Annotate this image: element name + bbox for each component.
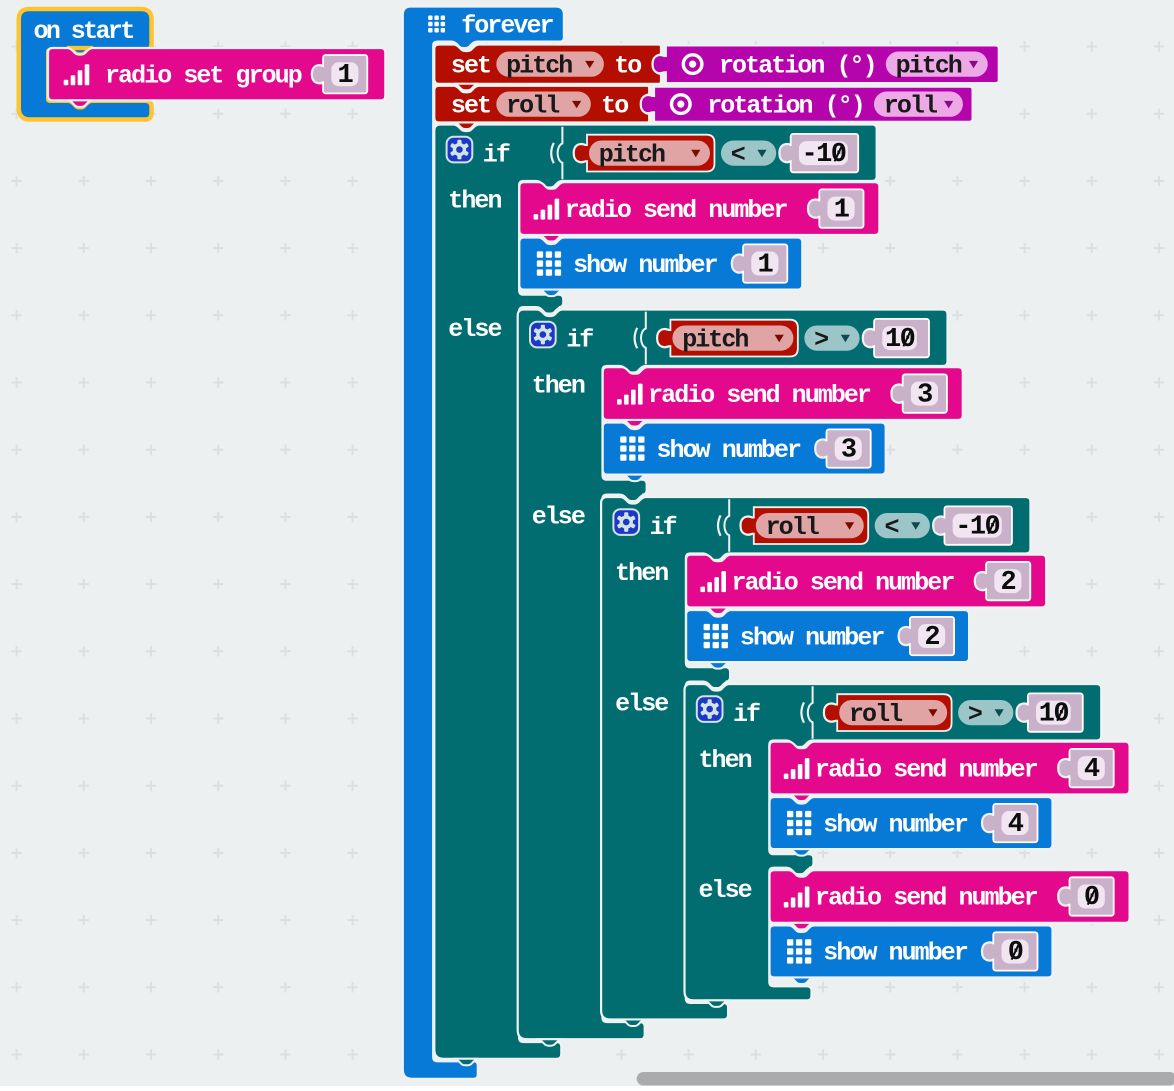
svg-text:else: else <box>532 503 585 532</box>
svg-text:radio send number: radio send number <box>815 755 1038 784</box>
svg-text:roll: roll <box>506 91 559 120</box>
svg-text:then: then <box>532 372 585 401</box>
svg-text:roll: roll <box>884 91 937 120</box>
svg-text:set: set <box>451 91 490 120</box>
svg-text:roll: roll <box>766 513 819 542</box>
svg-text:>: > <box>814 325 828 354</box>
svg-text:show number: show number <box>657 436 802 465</box>
svg-text:pitch: pitch <box>896 51 962 80</box>
svg-text:0: 0 <box>1084 883 1099 913</box>
svg-text:radio send number: radio send number <box>565 196 788 225</box>
svg-text:pitch: pitch <box>599 140 665 169</box>
svg-text:10: 10 <box>1039 699 1069 729</box>
svg-text:to: to <box>601 91 628 120</box>
svg-text:-10: -10 <box>955 512 999 542</box>
svg-text:4: 4 <box>1008 810 1024 840</box>
svg-text:show number: show number <box>573 251 718 280</box>
svg-text:else: else <box>699 876 752 905</box>
svg-text:to: to <box>614 51 641 80</box>
svg-text:1: 1 <box>834 195 850 225</box>
svg-text:if: if <box>483 140 510 169</box>
svg-text:rotation (°): rotation (°) <box>707 91 864 120</box>
svg-text:4: 4 <box>1084 755 1100 785</box>
svg-text:radio send number: radio send number <box>648 381 871 410</box>
svg-text:10: 10 <box>885 325 915 355</box>
svg-text:<: < <box>885 513 899 542</box>
svg-text:then: then <box>448 187 501 216</box>
svg-text:1: 1 <box>758 250 774 280</box>
svg-text:else: else <box>448 315 501 344</box>
svg-text:if: if <box>733 700 760 729</box>
svg-text:then: then <box>699 746 752 775</box>
svg-text:if: if <box>650 513 677 542</box>
svg-text:-10: -10 <box>801 140 845 170</box>
svg-text:0: 0 <box>1008 938 1023 968</box>
svg-text:if: if <box>566 325 593 354</box>
svg-text:pitch: pitch <box>682 325 748 354</box>
svg-text:roll: roll <box>849 700 902 729</box>
svg-text:else: else <box>615 690 668 719</box>
svg-text:then: then <box>615 559 668 588</box>
svg-text:radio send number: radio send number <box>732 568 955 597</box>
svg-text:2: 2 <box>1001 568 1016 598</box>
svg-text:>: > <box>968 700 982 729</box>
svg-text:show number: show number <box>823 810 968 839</box>
svg-text:show number: show number <box>823 939 968 968</box>
svg-text:1: 1 <box>338 61 354 91</box>
svg-text:forever: forever <box>461 12 553 41</box>
svg-text:<: < <box>731 140 745 169</box>
svg-text:show number: show number <box>740 623 885 652</box>
svg-text:3: 3 <box>917 380 932 410</box>
svg-text:on start: on start <box>34 17 134 46</box>
svg-text:set: set <box>451 51 490 80</box>
svg-text:radio send number: radio send number <box>815 884 1038 913</box>
svg-text:radio set group: radio set group <box>105 61 302 90</box>
svg-text:2: 2 <box>924 623 939 653</box>
svg-text:pitch: pitch <box>506 51 572 80</box>
svg-text:3: 3 <box>841 435 856 465</box>
svg-text:rotation (°): rotation (°) <box>719 51 876 80</box>
